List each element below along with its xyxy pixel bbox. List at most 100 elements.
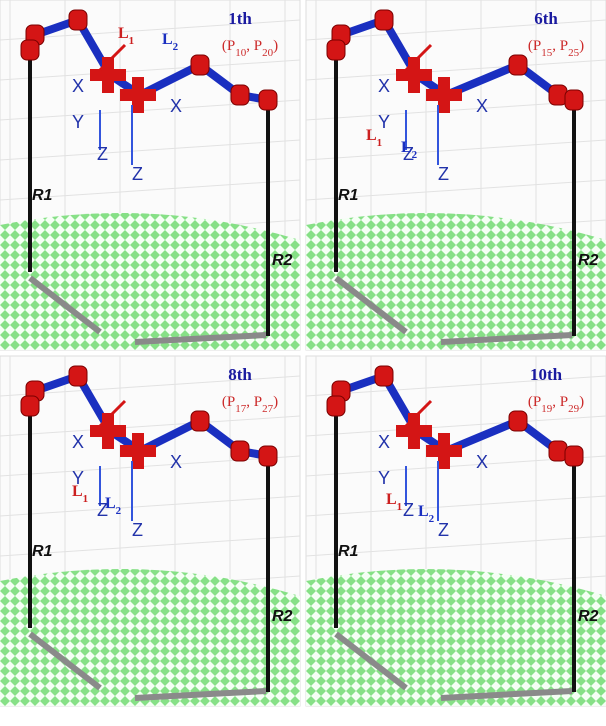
- r2-label: R2: [578, 252, 599, 269]
- joint: [21, 396, 39, 416]
- page: {"panels": [ {"rank": "1th", "pair": ["(…: [0, 0, 606, 726]
- floor: [0, 569, 300, 706]
- label-sub: 2: [173, 41, 179, 53]
- axis-letter: Y: [378, 112, 390, 132]
- pair-part: 27: [262, 403, 274, 415]
- rank-label: 8th: [228, 365, 252, 384]
- pair-part: P: [560, 38, 568, 54]
- panel: XYZXZ10th(P19, P29)L1L2R1R2: [306, 356, 606, 706]
- label-base: L: [162, 31, 173, 48]
- axis-letter: Z: [438, 164, 449, 184]
- axis-letter: Z: [438, 520, 449, 540]
- floor: [306, 213, 606, 350]
- label-sub: 1: [83, 493, 89, 505]
- joint: [21, 40, 39, 60]
- axis-letter: Z: [97, 144, 108, 164]
- joint: [509, 55, 527, 75]
- joint: [549, 441, 567, 461]
- joint: [69, 10, 87, 30]
- r1-label: R1: [32, 543, 53, 560]
- axis-letter: X: [72, 432, 84, 452]
- axis-letter: X: [476, 96, 488, 116]
- axis-letter: X: [170, 452, 182, 472]
- label-sub: 1: [377, 137, 383, 149]
- r2-label: R2: [272, 608, 293, 625]
- joint: [549, 85, 567, 105]
- axis-letter: X: [72, 76, 84, 96]
- pair-part: P: [533, 38, 541, 54]
- pair-part: 10: [235, 47, 247, 59]
- pair-part: 20: [262, 47, 274, 59]
- label-base: L: [72, 483, 83, 500]
- label-sub: 2: [429, 513, 435, 525]
- pair-part: P: [254, 38, 262, 54]
- floor: [306, 569, 606, 706]
- axis-letter: X: [378, 432, 390, 452]
- joint: [565, 446, 583, 466]
- axis-letter: Z: [132, 520, 143, 540]
- rank-label: 6th: [534, 9, 558, 28]
- pair-part: P: [560, 394, 568, 410]
- pair-part: ): [579, 394, 584, 410]
- pair-part: P: [227, 394, 235, 410]
- joint: [327, 396, 345, 416]
- pair-part: ,: [552, 394, 560, 410]
- r1-label: R1: [338, 187, 359, 204]
- axis-letter: Z: [132, 164, 143, 184]
- joint: [509, 411, 527, 431]
- axis-letter: X: [378, 76, 390, 96]
- pair-part: ): [273, 38, 278, 54]
- pair-part: 25: [568, 47, 580, 59]
- pair-part: 19: [541, 403, 553, 415]
- joint: [191, 55, 209, 75]
- hub: [438, 77, 450, 113]
- pair-part: ,: [246, 394, 254, 410]
- rank-label: 10th: [530, 365, 563, 384]
- joint: [191, 411, 209, 431]
- pair-part: ): [579, 38, 584, 54]
- r2-label: R2: [272, 252, 293, 269]
- rank-label: 1th: [228, 9, 252, 28]
- label-sub: 2: [116, 505, 122, 517]
- pair-part: P: [533, 394, 541, 410]
- floor: [0, 213, 300, 350]
- hub: [438, 433, 450, 469]
- joint: [231, 85, 249, 105]
- axis-letter: Y: [378, 468, 390, 488]
- pair-part: ): [273, 394, 278, 410]
- joint: [259, 446, 277, 466]
- axis-letter: Y: [72, 112, 84, 132]
- pair-part: P: [254, 394, 262, 410]
- pair-part: 15: [541, 47, 553, 59]
- joint: [375, 10, 393, 30]
- label-base: L: [386, 491, 397, 508]
- joint: [375, 366, 393, 386]
- pair-part: ,: [552, 38, 560, 54]
- joint: [69, 366, 87, 386]
- r1-label: R1: [338, 543, 359, 560]
- label-sub: 1: [129, 35, 135, 47]
- r2-label: R2: [578, 608, 599, 625]
- joint: [327, 40, 345, 60]
- label-base: L: [118, 25, 129, 42]
- axis-letter: Z: [403, 500, 414, 520]
- pair-part: 17: [235, 403, 247, 415]
- label-base: L: [366, 127, 377, 144]
- label-base: L: [105, 495, 116, 512]
- label-sub: 2: [412, 149, 418, 161]
- joint: [231, 441, 249, 461]
- r1-label: R1: [32, 187, 53, 204]
- pair-part: 29: [568, 403, 580, 415]
- joint: [565, 90, 583, 110]
- pair-part: P: [227, 38, 235, 54]
- joint: [259, 90, 277, 110]
- axis-letter: X: [170, 96, 182, 116]
- label-base: L: [401, 139, 412, 156]
- hub: [132, 433, 144, 469]
- label-sub: 1: [397, 501, 403, 513]
- figure: XYZXZ1th(P10, P20)L1L2R1R2XYZXZ6th(P15, …: [0, 0, 606, 726]
- pair-part: ,: [246, 38, 254, 54]
